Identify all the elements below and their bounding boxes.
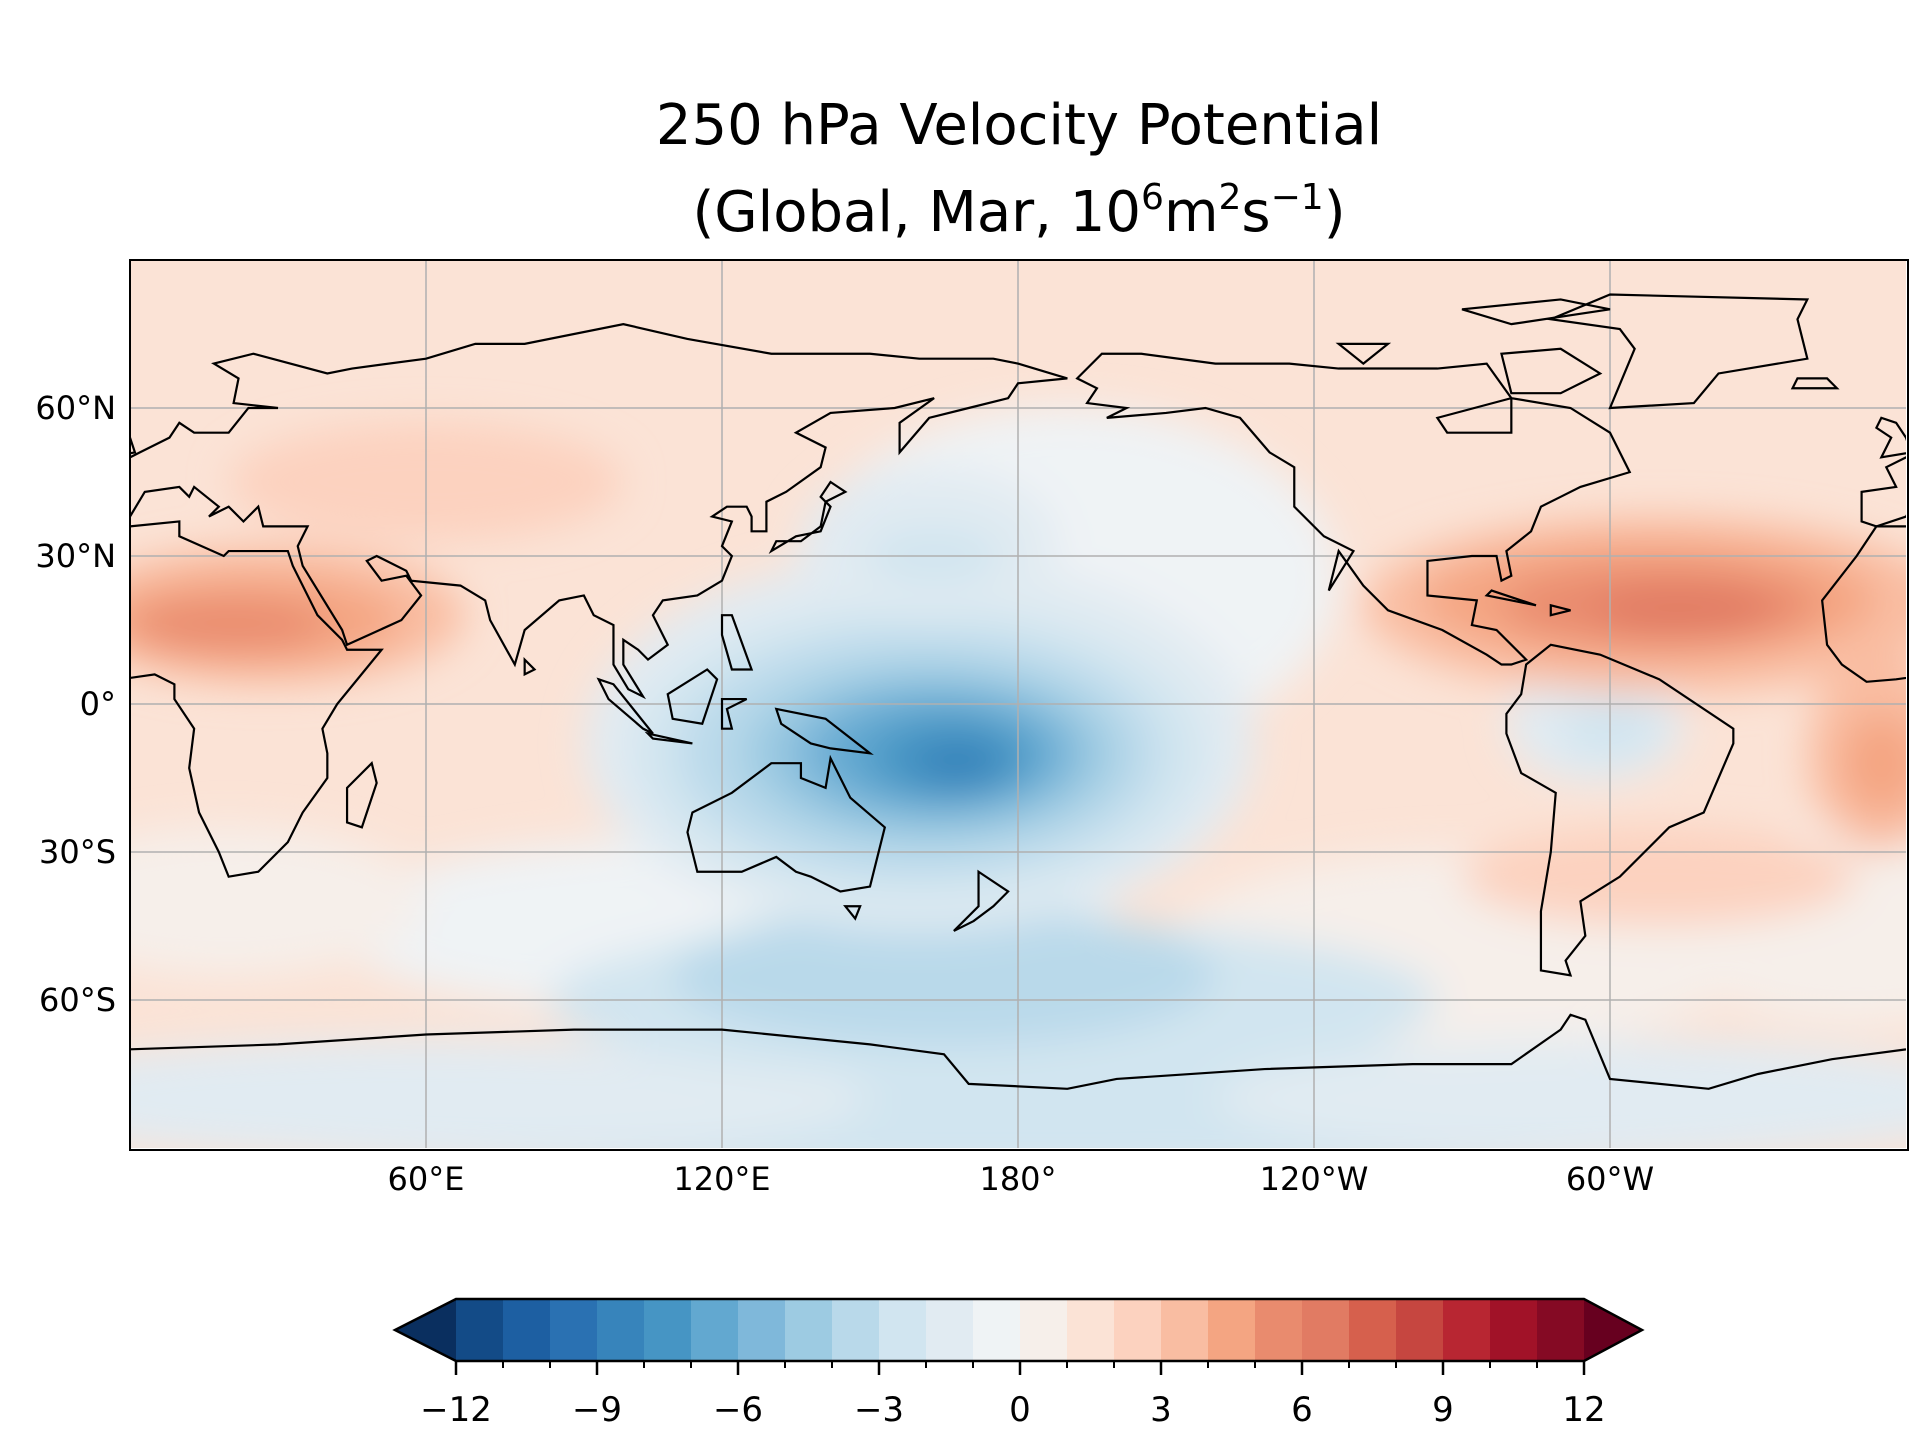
colorbar-tick-label: −12 xyxy=(420,1390,492,1430)
coastline-philippines xyxy=(722,615,752,669)
coastline-uk xyxy=(130,418,135,457)
colorbar-segment xyxy=(1302,1299,1350,1361)
coastline-ellesmere xyxy=(1462,299,1610,324)
colorbar-segment xyxy=(832,1299,880,1361)
x-tick-label: 120°W xyxy=(1259,1160,1369,1198)
coastline-madagascar xyxy=(347,763,377,827)
colorbar-segment xyxy=(1537,1299,1585,1361)
x-tick-label: 60°E xyxy=(387,1160,465,1198)
title-exp3: −1 xyxy=(1270,177,1324,218)
y-tick-label: 60°S xyxy=(38,981,116,1019)
colorbar-tick-label: −9 xyxy=(571,1390,623,1430)
coastline-sumatra xyxy=(599,679,653,733)
y-tick-label: 0° xyxy=(79,685,116,723)
colorbar-segment xyxy=(1020,1299,1068,1361)
colorbar-segment xyxy=(644,1299,692,1361)
colorbar-segment xyxy=(456,1299,504,1361)
coastline-greenland xyxy=(1551,295,1808,408)
title-prefix: (Global, Mar, 10 xyxy=(692,180,1142,245)
coastline-newguinea xyxy=(776,709,870,753)
coastline-borneo xyxy=(668,669,717,723)
colorbar-tick-label: −3 xyxy=(853,1390,905,1430)
colorbar-segment xyxy=(1396,1299,1444,1361)
colorbar-tick-label: 0 xyxy=(1009,1390,1031,1430)
coastline-iceland-wrap xyxy=(1793,378,1837,388)
coastline-tasmania xyxy=(845,906,860,918)
colorbar-segment xyxy=(1349,1299,1397,1361)
colorbar-segment xyxy=(1161,1299,1209,1361)
contour-region xyxy=(1595,585,1773,635)
contour-region xyxy=(130,827,426,976)
colorbar-outline xyxy=(392,1297,1645,1363)
title-unit-s: s xyxy=(1241,180,1271,245)
coastline-sulawesi xyxy=(722,699,747,729)
coastline-namerica xyxy=(1077,354,1630,665)
colorbar-segment xyxy=(926,1299,974,1361)
coastline-java xyxy=(648,734,692,744)
contour-region xyxy=(130,1039,870,1148)
colorbar-segment xyxy=(597,1299,645,1361)
coastline-uk-wrap xyxy=(1876,418,1906,457)
x-tick-label: 120°E xyxy=(673,1160,771,1198)
colorbar-segment xyxy=(503,1299,551,1361)
colorbar-segment xyxy=(1114,1299,1162,1361)
colorbar-segment xyxy=(1208,1299,1256,1361)
title-exp2: 2 xyxy=(1218,177,1242,218)
colorbar-extend-min xyxy=(395,1299,456,1361)
coastline-japan xyxy=(771,482,845,551)
contour-region xyxy=(672,906,1216,1045)
colorbar-segment xyxy=(973,1299,1021,1361)
contour-region xyxy=(130,600,328,650)
x-tick-label: 180° xyxy=(979,1160,1057,1198)
contour-region xyxy=(1215,1039,1906,1148)
coastline-eurasia xyxy=(130,324,1067,696)
coastline-srilanka xyxy=(525,660,535,675)
colorbar-segment xyxy=(1490,1299,1538,1361)
y-tick-label: 30°N xyxy=(35,537,116,575)
coastline-antarctica xyxy=(130,1015,1906,1089)
coastline-victoria xyxy=(1339,344,1388,364)
colorbar-segment xyxy=(1067,1299,1115,1361)
coastline-baffin xyxy=(1501,349,1600,393)
coastline-australia xyxy=(687,758,884,891)
colorbar-segment xyxy=(879,1299,927,1361)
title-unit-m: m xyxy=(1163,180,1219,245)
title-suffix: ) xyxy=(1323,180,1346,245)
contour-region xyxy=(914,738,1004,788)
title-exp1: 6 xyxy=(1141,177,1164,218)
colorbar-segment xyxy=(691,1299,739,1361)
colorbar-extend-max xyxy=(1584,1299,1642,1361)
y-tick-label: 30°S xyxy=(38,833,116,871)
colorbar-segment xyxy=(550,1299,598,1361)
colorbar-tick-label: 9 xyxy=(1432,1390,1454,1430)
coastline-africa xyxy=(130,521,382,876)
coastline-nz xyxy=(954,872,1008,931)
x-tick-label: 60°W xyxy=(1565,1160,1655,1198)
colorbar-segment xyxy=(1255,1299,1303,1361)
coastline-samerica xyxy=(1506,645,1733,976)
y-tick-label: 60°N xyxy=(35,389,116,427)
colorbar-segment xyxy=(785,1299,833,1361)
colorbar-segment xyxy=(738,1299,786,1361)
contour-region xyxy=(1462,827,1857,926)
colorbar-segment xyxy=(1443,1299,1491,1361)
colorbar-tick-label: 6 xyxy=(1291,1390,1313,1430)
colorbar-tick-label: 12 xyxy=(1562,1390,1606,1430)
chart-title-line1: 250 hPa Velocity Potential xyxy=(655,93,1383,158)
coastline-cuba xyxy=(1487,591,1536,606)
colorbar-tick-label: −6 xyxy=(712,1390,764,1430)
colorbar-tick-label: 3 xyxy=(1150,1390,1172,1430)
chart-title-line2: (Global, Mar, 106m2s−1) xyxy=(0,180,1920,241)
coastline-hispaniola xyxy=(1551,605,1571,615)
map-plot-area xyxy=(130,260,1906,1148)
contour-region xyxy=(1841,713,1906,813)
